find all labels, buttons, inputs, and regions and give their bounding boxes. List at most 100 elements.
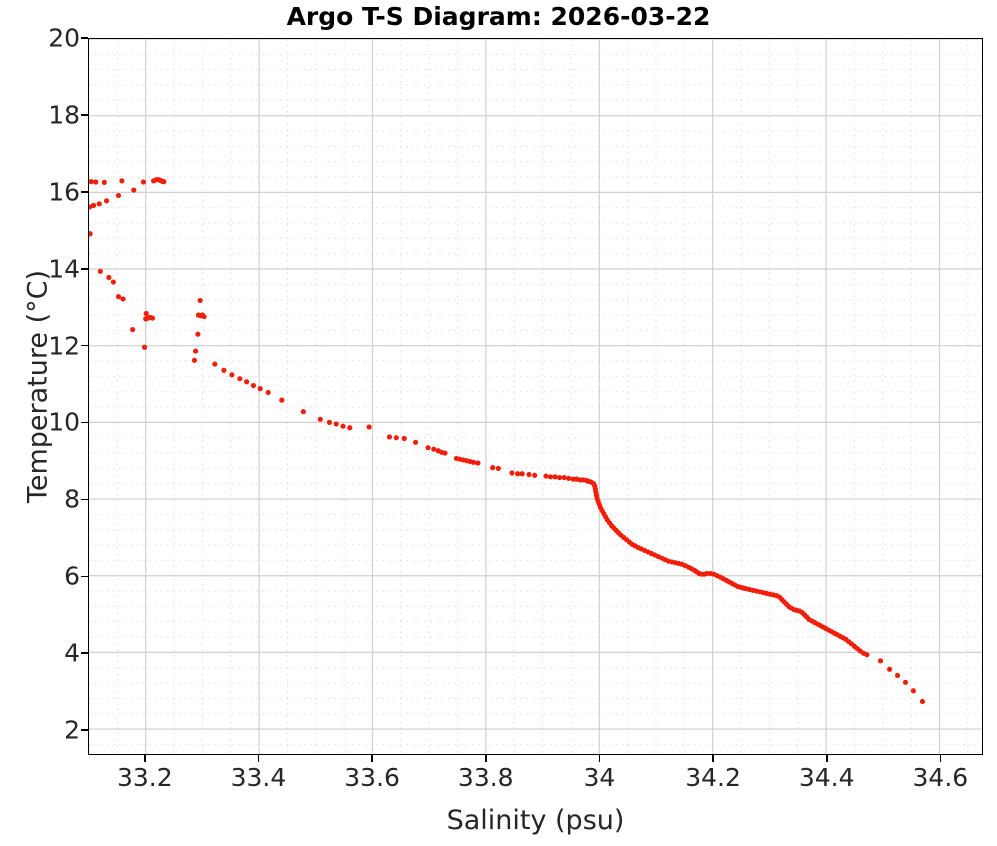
data-point xyxy=(566,475,572,481)
y-tick-mark xyxy=(81,729,88,731)
data-point xyxy=(475,460,481,466)
y-axis-label: Temperature (°C) xyxy=(22,269,54,504)
data-point xyxy=(919,698,926,705)
grid-layer xyxy=(89,39,982,754)
x-tick-mark xyxy=(712,755,714,762)
y-tick-label: 16 xyxy=(48,177,80,207)
data-point xyxy=(902,679,909,685)
data-point xyxy=(96,201,102,207)
data-point xyxy=(877,658,884,664)
x-tick-mark xyxy=(939,755,942,762)
data-point xyxy=(393,435,399,441)
x-tick-label: 33.2 xyxy=(116,763,173,792)
data-point xyxy=(490,465,496,471)
data-point xyxy=(90,202,97,208)
y-tick-mark xyxy=(81,114,88,116)
data-point xyxy=(557,474,563,481)
plot-area xyxy=(88,38,983,755)
data-point xyxy=(519,471,525,477)
x-axis-tick-labels: 33.2 33.4 33.6 33.8 34 34.2 34.4 34.6 xyxy=(0,763,997,799)
data-point xyxy=(101,179,107,185)
y-tick-mark xyxy=(81,37,88,39)
data-point xyxy=(300,409,306,415)
data-point xyxy=(221,367,227,373)
y-tick-mark xyxy=(81,267,88,270)
x-tick-mark xyxy=(825,755,828,762)
y-tick-mark xyxy=(81,652,88,654)
data-point xyxy=(197,297,203,304)
data-point xyxy=(237,376,243,382)
page-title: Argo T-S Diagram: 2026-03-22 xyxy=(286,2,711,31)
data-point xyxy=(130,327,136,333)
data-point xyxy=(864,652,870,658)
x-tick-mark xyxy=(484,755,487,762)
data-point xyxy=(141,344,148,350)
y-tick-mark xyxy=(81,498,88,501)
y-tick-label: 4 xyxy=(64,638,80,668)
data-point xyxy=(366,424,372,430)
data-point xyxy=(212,361,218,367)
data-point xyxy=(412,439,419,445)
data-point xyxy=(103,198,110,204)
data-point xyxy=(532,472,538,478)
data-point xyxy=(250,382,257,389)
y-tick-label: 18 xyxy=(48,100,80,130)
y-tick-label: 6 xyxy=(64,561,80,591)
x-tick-mark xyxy=(371,755,373,762)
data-point xyxy=(526,471,532,478)
data-point xyxy=(347,425,353,431)
data-point xyxy=(495,465,501,471)
x-tick-label: 34.6 xyxy=(912,763,969,792)
data-point xyxy=(425,445,431,451)
data-point xyxy=(229,372,235,378)
x-tick-label: 34.4 xyxy=(798,763,855,792)
data-point xyxy=(326,419,332,425)
data-point xyxy=(509,470,515,476)
data-point xyxy=(265,389,271,396)
data-point xyxy=(401,435,407,442)
data-point xyxy=(552,474,558,480)
x-tick-mark xyxy=(598,755,601,762)
data-point xyxy=(333,421,339,427)
data-point xyxy=(110,279,116,285)
x-tick-label: 33.8 xyxy=(457,763,514,792)
data-point xyxy=(894,672,901,679)
data-point xyxy=(886,666,893,672)
data-point xyxy=(161,179,167,185)
x-tick-label: 34 xyxy=(583,763,616,792)
data-point xyxy=(561,474,567,481)
y-tick-mark xyxy=(81,575,88,578)
data-point xyxy=(543,473,549,479)
data-point xyxy=(93,179,99,185)
y-tick-mark xyxy=(81,421,88,424)
data-point xyxy=(244,379,250,385)
y-tick-label: 2 xyxy=(64,715,80,745)
data-point xyxy=(431,446,437,452)
data-point xyxy=(910,688,916,694)
data-point xyxy=(106,274,112,281)
data-point xyxy=(149,315,156,321)
data-point xyxy=(191,357,198,363)
y-tick-mark xyxy=(81,344,88,347)
data-point xyxy=(115,192,122,199)
x-tick-mark xyxy=(144,755,146,762)
x-axis-label: Salinity (psu) xyxy=(446,805,625,836)
y-tick-mark xyxy=(81,191,88,193)
data-point xyxy=(192,348,199,354)
data-point xyxy=(442,450,448,456)
data-point xyxy=(115,294,122,300)
x-tick-label: 33.6 xyxy=(344,763,400,792)
data-point xyxy=(131,187,137,193)
data-point xyxy=(547,474,554,480)
data-point xyxy=(97,268,103,274)
scatter-points-layer xyxy=(89,177,926,705)
data-point xyxy=(89,179,94,185)
data-point xyxy=(340,423,346,429)
x-tick-label: 33.4 xyxy=(230,763,287,792)
data-point xyxy=(89,231,93,237)
y-tick-label: 10 xyxy=(48,407,80,437)
y-tick-label: 14 xyxy=(48,254,80,284)
x-tick-mark xyxy=(257,755,260,762)
data-point xyxy=(515,471,521,477)
